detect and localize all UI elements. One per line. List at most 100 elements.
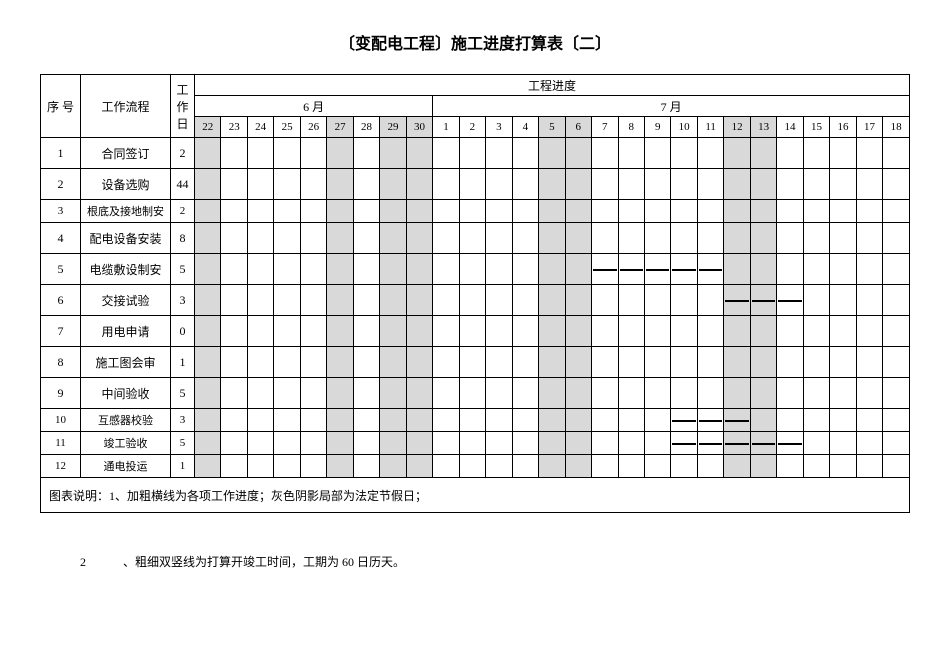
day-cell <box>671 455 697 478</box>
day-cell <box>830 347 856 378</box>
day-cell <box>327 200 353 223</box>
day-cell <box>697 409 723 432</box>
day-cell <box>247 432 273 455</box>
row-seq: 7 <box>41 316 81 347</box>
date-cell: 22 <box>195 117 221 138</box>
row-seq: 2 <box>41 169 81 200</box>
day-cell <box>274 138 300 169</box>
day-cell <box>592 138 618 169</box>
day-cell <box>856 200 882 223</box>
day-cell <box>274 223 300 254</box>
day-cell <box>539 432 565 455</box>
day-cell <box>671 223 697 254</box>
day-cell <box>565 455 591 478</box>
day-cell <box>221 378 247 409</box>
day-cell <box>830 169 856 200</box>
day-cell <box>803 200 829 223</box>
day-cell <box>195 316 221 347</box>
date-cell: 25 <box>274 117 300 138</box>
row-days: 3 <box>171 409 195 432</box>
day-cell <box>512 200 538 223</box>
day-cell <box>380 409 406 432</box>
day-cell <box>724 316 750 347</box>
day-cell <box>565 169 591 200</box>
day-cell <box>883 138 910 169</box>
day-cell <box>380 347 406 378</box>
day-cell <box>300 138 326 169</box>
day-cell <box>406 254 432 285</box>
day-cell <box>433 316 459 347</box>
day-cell <box>830 138 856 169</box>
day-cell <box>512 169 538 200</box>
date-cell: 8 <box>618 117 644 138</box>
day-cell <box>459 409 485 432</box>
day-cell <box>883 378 910 409</box>
day-cell <box>856 285 882 316</box>
day-cell <box>697 138 723 169</box>
day-cell <box>697 254 723 285</box>
day-cell <box>353 432 379 455</box>
table-note: 图表说明：1、加粗横线为各项工作进度；灰色阴影局部为法定节假日； <box>41 478 910 513</box>
date-cell: 3 <box>486 117 512 138</box>
date-cell: 26 <box>300 117 326 138</box>
day-cell <box>459 378 485 409</box>
day-cell <box>856 378 882 409</box>
day-cell <box>459 169 485 200</box>
day-cell <box>539 223 565 254</box>
day-cell <box>750 409 776 432</box>
day-cell <box>406 285 432 316</box>
day-cell <box>565 347 591 378</box>
day-cell <box>512 254 538 285</box>
day-cell <box>644 432 670 455</box>
day-cell <box>644 200 670 223</box>
day-cell <box>592 223 618 254</box>
day-cell <box>512 138 538 169</box>
day-cell <box>883 200 910 223</box>
day-cell <box>644 409 670 432</box>
day-cell <box>353 347 379 378</box>
day-cell <box>671 285 697 316</box>
header-task: 工作流程 <box>81 75 171 138</box>
day-cell <box>247 223 273 254</box>
day-cell <box>565 432 591 455</box>
day-cell <box>486 378 512 409</box>
day-cell <box>883 254 910 285</box>
day-cell <box>353 455 379 478</box>
day-cell <box>433 200 459 223</box>
day-cell <box>803 347 829 378</box>
day-cell <box>671 200 697 223</box>
day-cell <box>777 432 803 455</box>
day-cell <box>883 455 910 478</box>
day-cell <box>724 409 750 432</box>
day-cell <box>803 254 829 285</box>
day-cell <box>459 254 485 285</box>
day-cell <box>565 285 591 316</box>
day-cell <box>724 455 750 478</box>
day-cell <box>565 223 591 254</box>
row-seq: 5 <box>41 254 81 285</box>
day-cell <box>327 285 353 316</box>
day-cell <box>644 285 670 316</box>
day-cell <box>247 285 273 316</box>
row-days: 3 <box>171 285 195 316</box>
header-days: 工作日 <box>171 75 195 138</box>
day-cell <box>697 285 723 316</box>
day-cell <box>539 378 565 409</box>
date-cell: 7 <box>592 117 618 138</box>
day-cell <box>195 285 221 316</box>
row-task: 根底及接地制安 <box>81 200 171 223</box>
day-cell <box>300 169 326 200</box>
day-cell <box>274 378 300 409</box>
day-cell <box>221 200 247 223</box>
day-cell <box>433 409 459 432</box>
day-cell <box>830 285 856 316</box>
date-cell: 30 <box>406 117 432 138</box>
date-cell: 4 <box>512 117 538 138</box>
day-cell <box>565 409 591 432</box>
day-cell <box>247 254 273 285</box>
day-cell <box>221 316 247 347</box>
day-cell <box>486 347 512 378</box>
day-cell <box>459 138 485 169</box>
day-cell <box>750 138 776 169</box>
day-cell <box>433 455 459 478</box>
